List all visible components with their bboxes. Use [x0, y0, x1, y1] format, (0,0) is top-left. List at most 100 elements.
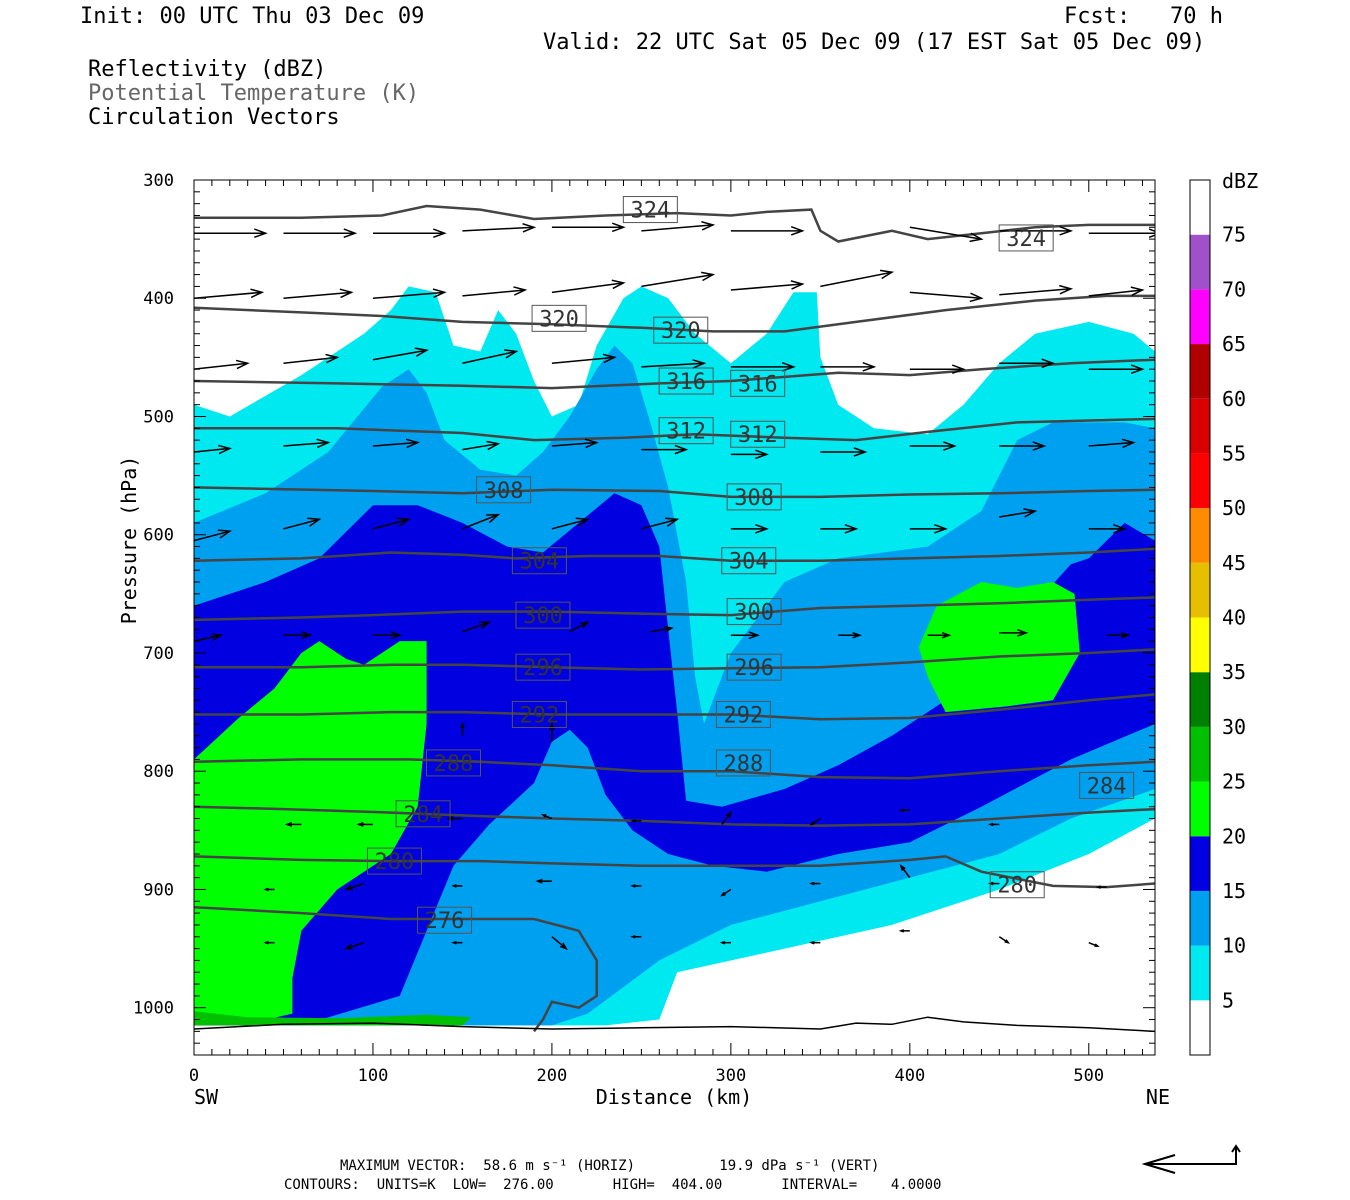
colorbar-swatch — [1190, 945, 1210, 1001]
circulation-vector — [838, 631, 862, 639]
reference-vector — [1141, 1144, 1241, 1174]
circulation-vector — [194, 444, 232, 455]
max-vector-note: MAXIMUM VECTOR: 58.6 m s⁻¹ (HORIZ) 19.9 … — [340, 1158, 880, 1174]
circulation-vector — [283, 517, 322, 530]
theta-label: 316 — [730, 369, 786, 397]
circulation-vector — [641, 221, 716, 232]
theta-contour-288 — [194, 758, 1155, 780]
circulation-vector — [462, 349, 519, 365]
circulation-vector — [1106, 631, 1131, 639]
x-axis-label: Distance (km) — [596, 1085, 753, 1109]
circulation-vector — [551, 353, 617, 365]
circulation-vector — [641, 444, 689, 455]
circulation-vector — [730, 631, 760, 640]
circulation-vector — [1088, 941, 1100, 948]
colorbar-swatch — [1190, 1000, 1210, 1055]
circulation-vector — [630, 819, 642, 823]
circulation-vector — [730, 280, 805, 291]
theta-contour-304 — [194, 547, 1155, 562]
theta-label-text: 304 — [729, 550, 769, 575]
x-tick-label: 400 — [894, 1066, 925, 1086]
circulation-vector — [898, 929, 910, 933]
circulation-vector — [999, 441, 1047, 451]
circulation-vector — [1088, 228, 1155, 239]
circulation-vector — [998, 936, 1011, 944]
circulation-vector — [630, 884, 642, 888]
circulation-vector — [462, 513, 501, 530]
colorbar-unit: dBZ — [1222, 169, 1258, 193]
circulation-vector — [898, 808, 910, 813]
theta-label-text: 312 — [666, 420, 706, 445]
colorbar-label: 40 — [1222, 606, 1246, 630]
colorbar-swatch — [1190, 180, 1210, 235]
circulation-vector — [551, 222, 626, 233]
circulation-vector — [988, 822, 1000, 827]
circulation-vector — [535, 878, 552, 884]
circulation-vector — [569, 621, 590, 633]
circulation-vector — [344, 882, 365, 891]
theta-label: 320 — [653, 316, 709, 344]
theta-label-text: 284 — [1087, 774, 1127, 799]
reflectivity-region-4 — [918, 582, 1080, 713]
theta-label: 316 — [658, 367, 714, 395]
theta-label-text: 300 — [734, 601, 774, 626]
theta-label: 284 — [1079, 771, 1135, 799]
theta-label-text: 280 — [375, 850, 415, 875]
theta-contour-276 — [194, 905, 598, 1033]
theta-contour-280 — [194, 855, 1155, 889]
theta-contour-300 — [194, 596, 1155, 622]
colorbar-swatch — [1190, 508, 1210, 563]
theta-label: 280 — [366, 847, 422, 875]
theta-label: 296 — [515, 653, 571, 681]
circulation-vector — [194, 359, 250, 370]
theta-contour-320 — [194, 294, 1155, 333]
y-axis-label: Pressure (hPa) — [117, 456, 141, 625]
theta-contour-324 — [194, 204, 1155, 243]
theta-contour-296 — [194, 648, 1155, 671]
circulation-vector — [451, 884, 463, 888]
theta-label-text: 320 — [661, 319, 701, 344]
colorbar-swatch — [1190, 836, 1210, 891]
circulation-vector — [283, 438, 331, 449]
theta-label: 304 — [721, 547, 777, 575]
colorbar-label: 5 — [1222, 988, 1234, 1012]
forecast-hour: Fcst: 70 h — [1064, 4, 1223, 29]
circulation-vector — [909, 291, 984, 303]
theta-label-text: 316 — [738, 372, 778, 397]
circulation-vector — [540, 814, 553, 820]
colorbar-swatch — [1190, 890, 1210, 946]
theta-label: 308 — [726, 483, 782, 511]
contour-info: CONTOURS: UNITS=K LOW= 276.00 HIGH= 404.… — [284, 1177, 942, 1193]
circulation-vector — [344, 941, 365, 950]
theta-label: 324 — [998, 224, 1054, 252]
reflectivity-region-3 — [194, 641, 427, 1024]
circulation-vector — [462, 621, 492, 633]
theta-label: 276 — [417, 906, 473, 934]
circulation-vector — [820, 269, 895, 288]
circulation-vector — [372, 288, 447, 299]
colorbar-label: 75 — [1222, 223, 1246, 247]
colorbar-label: 15 — [1222, 879, 1246, 903]
circulation-vector — [999, 284, 1074, 296]
colorbar-label: 45 — [1222, 551, 1246, 575]
circulation-vector — [194, 228, 268, 239]
circulation-vector — [730, 449, 769, 460]
circulation-vector — [720, 888, 732, 897]
circulation-vector — [730, 362, 796, 372]
circulation-vector — [283, 353, 340, 365]
circulation-vector — [551, 936, 568, 950]
theta-label: 296 — [726, 653, 782, 681]
colorbar-swatch — [1190, 726, 1210, 782]
theta-label-text: 296 — [523, 656, 563, 681]
reflectivity-region-5 — [194, 1011, 472, 1026]
circulation-vector — [1088, 438, 1136, 449]
colorbar-swatch — [1190, 781, 1210, 837]
circulation-vector — [909, 364, 966, 375]
colorbar-swatch — [1190, 398, 1210, 454]
y-tick-label: 300 — [143, 171, 174, 191]
circulation-vector — [820, 523, 859, 534]
circulation-vector — [356, 822, 373, 827]
circulation-vector — [999, 628, 1029, 637]
theta-contour-292 — [194, 693, 1155, 721]
circulation-vector — [999, 226, 1074, 236]
